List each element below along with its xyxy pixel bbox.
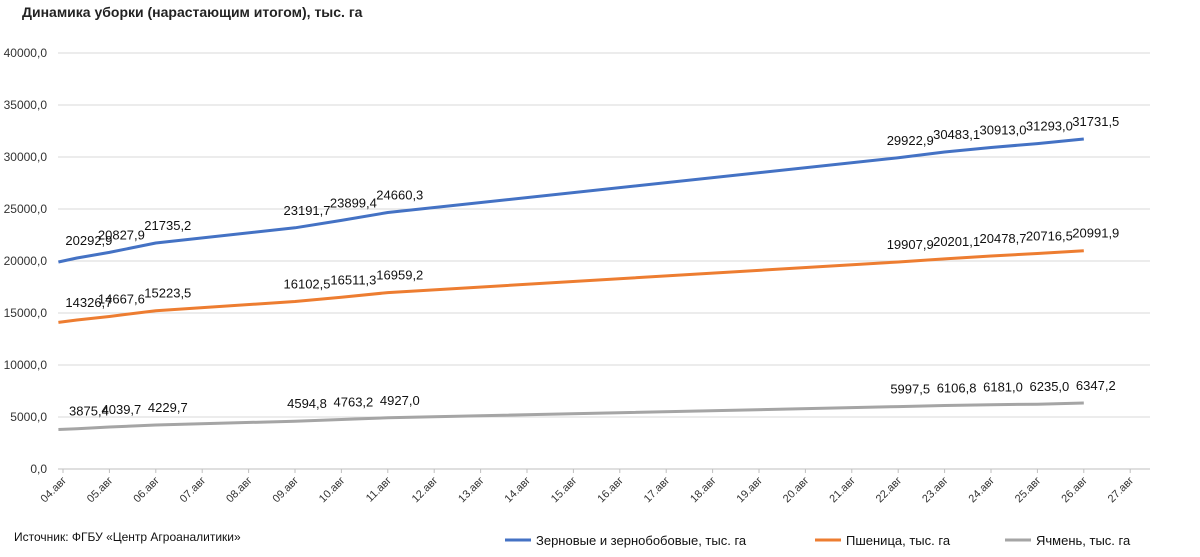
data-label: 20478,7 [980, 231, 1027, 246]
y-tick-label: 5000,0 [10, 410, 47, 424]
x-tick-label: 20.авг [781, 475, 812, 506]
data-label: 21735,2 [144, 218, 191, 233]
x-tick-label: 05.авг [85, 475, 116, 506]
data-label: 14326,7 [65, 295, 112, 310]
x-tick-label: 12.авг [410, 475, 441, 506]
x-tick-label: 26.авг [1059, 475, 1090, 506]
series-line [58, 249, 1084, 324]
legend-label: Зерновые и зернобобовые, тыс. га [536, 533, 747, 548]
y-tick-label: 20000,0 [4, 254, 48, 268]
y-tick-label: 30000,0 [4, 150, 48, 164]
source-note: Источник: ФГБУ «Центр Агроаналитики» [14, 530, 241, 544]
data-label: 15223,5 [144, 286, 191, 301]
data-label: 20201,1 [933, 234, 980, 249]
data-label: 29922,9 [887, 133, 934, 148]
y-tick-label: 40000,0 [4, 46, 48, 60]
x-tick-label: 25.авг [1013, 475, 1044, 506]
data-label: 4039,7 [102, 402, 142, 417]
x-tick-label: 22.авг [874, 475, 905, 506]
data-label: 31731,5 [1072, 114, 1119, 129]
x-tick-label: 21.авг [827, 475, 858, 506]
y-axis: 0,0 5000,0 10000,0 15000,0 20000,0 25000,0 300… [4, 46, 48, 476]
series-line [58, 137, 1084, 264]
x-tick-label: 14.авг [503, 475, 534, 506]
gridlines [58, 52, 1150, 470]
x-tick-label: 09.авг [271, 475, 302, 506]
data-label: 3875,4 [69, 404, 109, 419]
data-label: 6106,8 [937, 380, 977, 395]
x-tick-label: 19.авг [735, 475, 766, 506]
data-label: 4927,0 [380, 393, 420, 408]
data-label: 6347,2 [1076, 378, 1116, 393]
data-label: 20827,9 [98, 227, 145, 242]
data-label: 6181,0 [983, 380, 1023, 395]
data-label: 24660,3 [376, 188, 423, 203]
data-label: 31293,0 [1026, 119, 1073, 134]
x-tick-label: 15.авг [549, 475, 580, 506]
x-tick-label: 11.авг [364, 475, 394, 505]
data-label: 4594,8 [287, 396, 327, 411]
data-label: 30483,1 [933, 127, 980, 142]
legend-label: Пшеница, тыс. га [846, 533, 951, 548]
x-tick-label: 16.авг [595, 475, 626, 506]
data-label: 16511,3 [330, 272, 376, 287]
x-tick-label: 04.авг [39, 475, 70, 506]
x-tick-label: 10.авг [317, 475, 348, 506]
data-label: 19907,9 [887, 237, 934, 252]
data-label: 20991,9 [1072, 226, 1119, 241]
data-label: 4763,2 [334, 394, 374, 409]
data-label: 20716,5 [1026, 229, 1073, 244]
y-tick-label: 35000,0 [4, 98, 48, 112]
x-tick-label: 23.авг [920, 475, 951, 506]
legend-label: Ячмень, тыс. га [1036, 533, 1131, 548]
chart-title: Динамика уборки (нарастающим итогом), ты… [22, 4, 363, 20]
data-label: 6235,0 [1030, 379, 1070, 394]
series-line [58, 401, 1084, 431]
data-label: 23899,4 [330, 195, 377, 210]
data-label: 5997,5 [890, 382, 930, 397]
y-tick-label: 15000,0 [4, 306, 48, 320]
x-tick-label: 08.авг [224, 475, 255, 506]
series-lines [58, 137, 1084, 431]
x-tick-label: 13.авг [456, 475, 487, 506]
x-tick-label: 18.авг [688, 475, 719, 506]
legend: Зерновые и зернобобовые, тыс. га Пшеница,… [505, 533, 1131, 548]
y-tick-label: 10000,0 [4, 358, 48, 372]
data-label: 30913,0 [980, 123, 1027, 138]
y-tick-label: 25000,0 [4, 202, 48, 216]
x-axis: 04.авг 05.авг 06.авг 07.авг 08.авг 09.авг 10.а… [39, 469, 1137, 506]
data-label: 16959,2 [376, 268, 423, 283]
x-tick-label: 27.авг [1106, 475, 1137, 506]
data-label: 16102,5 [284, 277, 331, 292]
x-tick-label: 17.авг [642, 475, 673, 506]
data-label: 23191,7 [284, 203, 331, 218]
data-label: 14667,6 [98, 291, 145, 306]
x-tick-label: 07.авг [178, 475, 209, 506]
x-tick-label: 06.авг [131, 475, 162, 506]
x-tick-label: 24.авг [967, 475, 998, 506]
y-tick-label: 0,0 [30, 462, 47, 476]
data-label: 4229,7 [148, 400, 188, 415]
data-label: 20292,9 [65, 233, 112, 248]
